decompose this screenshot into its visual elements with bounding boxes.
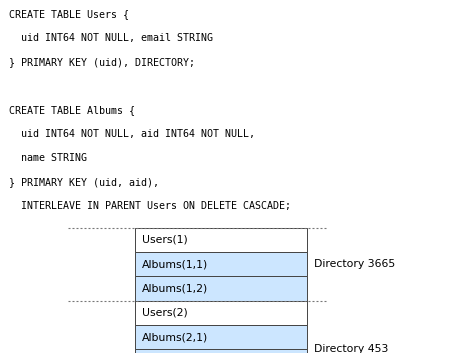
Text: uid INT64 NOT NULL, aid INT64 NOT NULL,: uid INT64 NOT NULL, aid INT64 NOT NULL,	[9, 129, 255, 139]
Text: Albums(1,1): Albums(1,1)	[142, 259, 208, 269]
Text: Directory 453: Directory 453	[314, 345, 388, 353]
Bar	[135, 325, 307, 349]
Text: } PRIMARY KEY (uid), DIRECTORY;: } PRIMARY KEY (uid), DIRECTORY;	[9, 57, 195, 67]
Bar	[135, 228, 307, 252]
Text: INTERLEAVE IN PARENT Users ON DELETE CASCADE;: INTERLEAVE IN PARENT Users ON DELETE CAS…	[9, 201, 291, 211]
Text: uid INT64 NOT NULL, email STRING: uid INT64 NOT NULL, email STRING	[9, 33, 213, 43]
Bar	[135, 349, 307, 353]
Text: } PRIMARY KEY (uid, aid),: } PRIMARY KEY (uid, aid),	[9, 177, 160, 187]
Text: name STRING: name STRING	[9, 153, 87, 163]
Text: Albums(1,2): Albums(1,2)	[142, 283, 208, 294]
Text: Users(1): Users(1)	[142, 235, 187, 245]
Text: Users(2): Users(2)	[142, 308, 187, 318]
Bar	[135, 252, 307, 276]
Text: Albums(2,1): Albums(2,1)	[142, 332, 208, 342]
Bar	[135, 276, 307, 301]
Text: Directory 3665: Directory 3665	[314, 259, 395, 269]
Text: CREATE TABLE Users {: CREATE TABLE Users {	[9, 9, 129, 19]
Text: CREATE TABLE Albums {: CREATE TABLE Albums {	[9, 105, 135, 115]
Bar	[135, 301, 307, 325]
